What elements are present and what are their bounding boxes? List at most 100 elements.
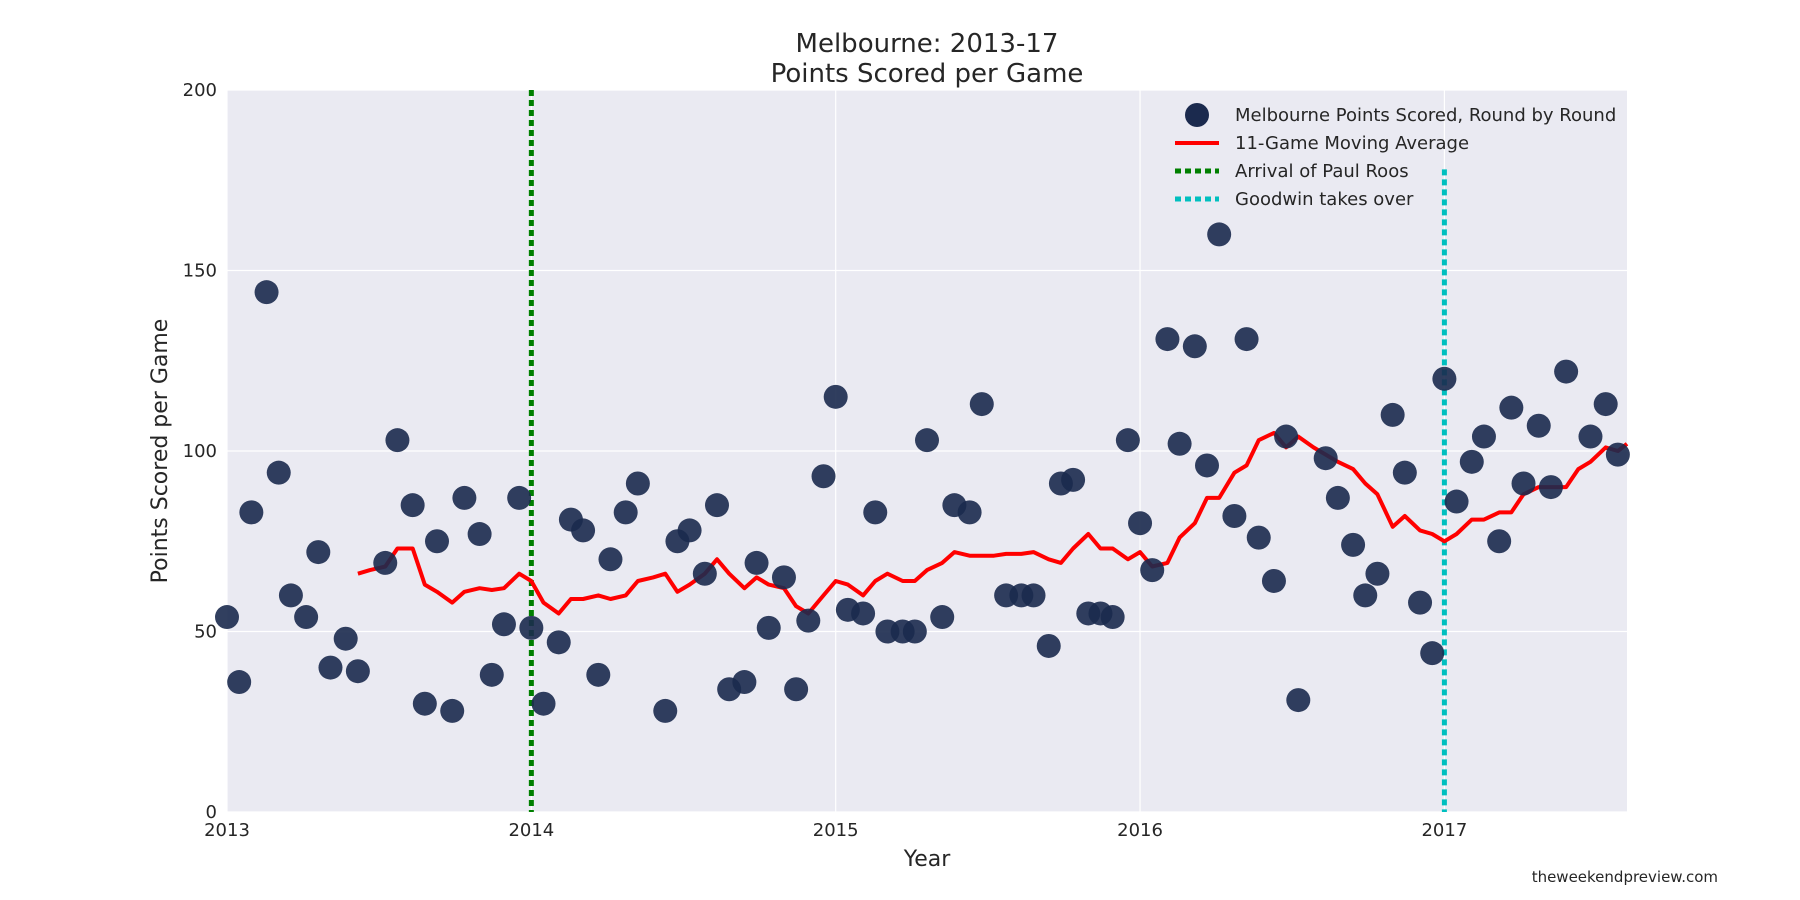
- data-point: [1128, 511, 1153, 536]
- data-point: [930, 605, 955, 630]
- data-point: [531, 691, 556, 716]
- data-point: [507, 485, 532, 510]
- data-point: [1234, 327, 1259, 352]
- data-point: [1167, 431, 1192, 456]
- data-point: [239, 500, 264, 525]
- data-point: [385, 428, 410, 453]
- data-point: [1341, 532, 1366, 557]
- data-point: [1061, 467, 1086, 492]
- data-point: [863, 500, 888, 525]
- data-point: [732, 670, 757, 695]
- data-point: [1578, 424, 1603, 449]
- credit-text: theweekendpreview.com: [1532, 868, 1718, 886]
- legend: Melbourne Points Scored, Round by Round 1…: [1175, 103, 1616, 210]
- data-point: [1195, 453, 1219, 478]
- data-point: [1420, 641, 1445, 666]
- data-point: [1499, 395, 1524, 420]
- data-point: [318, 655, 343, 680]
- chart-subtitle: Points Scored per Game: [771, 59, 1084, 89]
- data-point: [796, 608, 821, 633]
- data-point: [1140, 558, 1165, 583]
- data-point: [1487, 529, 1512, 554]
- data-point: [215, 605, 239, 630]
- data-point: [653, 698, 678, 723]
- data-point: [345, 659, 370, 684]
- x-tick-label: 2017: [1421, 820, 1467, 841]
- data-point: [1554, 359, 1579, 384]
- data-point: [1182, 334, 1207, 359]
- data-point: [705, 493, 729, 518]
- data-point: [1207, 222, 1232, 247]
- data-point: [1261, 568, 1286, 593]
- data-point: [915, 428, 939, 453]
- data-point: [1313, 446, 1338, 471]
- y-tick-label: 150: [183, 261, 217, 282]
- legend-marker-points: [1185, 103, 1209, 127]
- data-point: [677, 518, 702, 543]
- data-point: [1246, 525, 1271, 550]
- legend-label: Arrival of Paul Roos: [1235, 161, 1409, 182]
- data-point: [440, 698, 465, 723]
- data-point: [625, 471, 650, 496]
- data-point: [1392, 460, 1417, 485]
- data-point: [851, 601, 876, 626]
- y-tick-label: 50: [194, 622, 217, 643]
- y-tick-label: 100: [183, 441, 217, 462]
- data-point: [902, 619, 927, 644]
- data-point: [1115, 428, 1140, 453]
- chart-title: Melbourne: 2013-17: [796, 29, 1059, 59]
- moving-average-line: [357, 430, 1629, 616]
- legend-label: Goodwin takes over: [1235, 189, 1414, 210]
- data-point: [1353, 583, 1378, 608]
- data-point: [373, 550, 398, 575]
- data-point: [254, 280, 279, 305]
- data-point: [467, 522, 492, 547]
- data-point: [823, 384, 848, 409]
- y-axis-label: Points Scored per Game: [148, 319, 173, 584]
- moving-average-layer: [357, 430, 1629, 616]
- data-point: [412, 691, 437, 716]
- data-point: [294, 605, 319, 630]
- tick-labels: 2013 2014 2015 2016 2017 0 50 100 150 200: [183, 80, 1468, 841]
- x-tick-label: 2014: [508, 820, 554, 841]
- data-point: [571, 518, 596, 543]
- data-point: [1380, 402, 1405, 427]
- data-point: [333, 626, 358, 651]
- data-point: [744, 550, 769, 575]
- data-point: [479, 662, 504, 687]
- data-point: [1459, 449, 1484, 474]
- data-point: [1593, 392, 1618, 417]
- data-point: [771, 565, 796, 590]
- data-point: [1325, 485, 1350, 510]
- data-point: [306, 540, 331, 565]
- y-tick-label: 200: [183, 80, 217, 101]
- data-point: [1155, 327, 1180, 352]
- data-point: [1511, 471, 1536, 496]
- x-tick-label: 2015: [813, 820, 859, 841]
- data-point: [692, 561, 717, 586]
- data-point: [452, 485, 477, 510]
- data-point: [546, 630, 571, 655]
- data-point: [491, 612, 516, 637]
- data-point: [1538, 475, 1563, 500]
- data-point: [1365, 561, 1390, 586]
- data-point: [1021, 583, 1046, 608]
- data-point: [613, 500, 638, 525]
- x-tick-label: 2013: [204, 820, 250, 841]
- data-point: [1408, 590, 1433, 615]
- data-point: [425, 529, 449, 554]
- data-point: [1444, 489, 1469, 514]
- reference-lines: [528, 90, 1447, 812]
- data-point: [756, 615, 781, 640]
- data-point: [400, 493, 425, 518]
- data-point: [1222, 503, 1247, 528]
- y-tick-label: 0: [206, 802, 217, 823]
- data-point: [586, 662, 611, 687]
- data-point: [1100, 605, 1125, 630]
- data-point: [957, 500, 982, 525]
- data-point: [969, 392, 994, 417]
- data-point: [266, 460, 291, 485]
- data-point: [1605, 442, 1630, 467]
